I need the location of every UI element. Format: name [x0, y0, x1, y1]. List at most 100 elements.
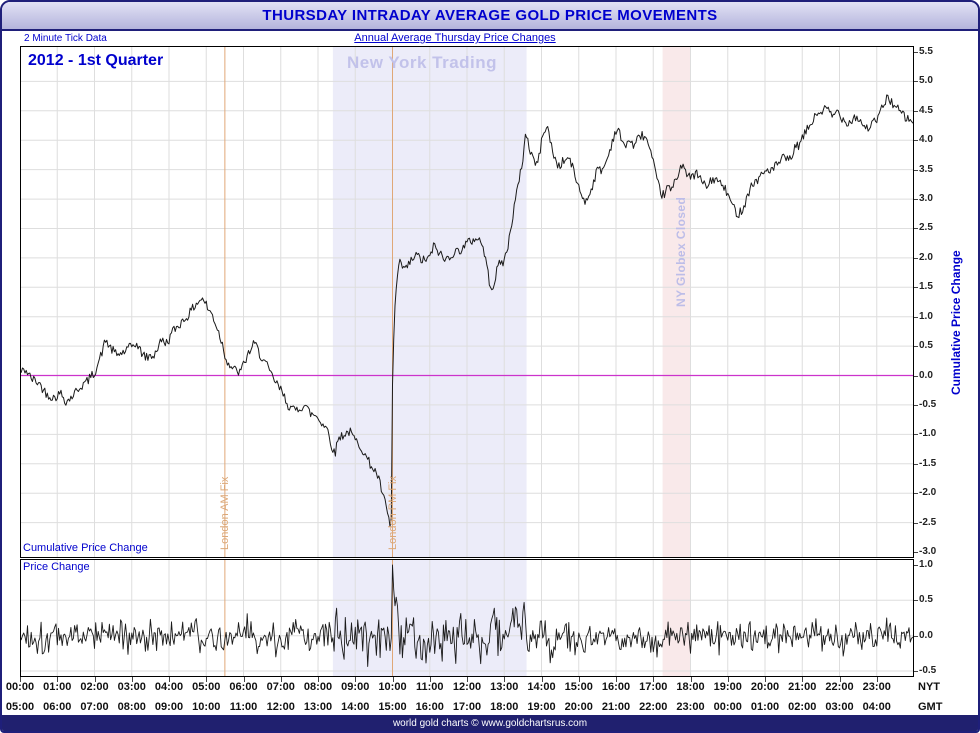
x-tick-label-nyt: 22:00: [825, 681, 854, 693]
price-change-chart: [20, 559, 914, 677]
x-tick-label-nyt: 08:00: [303, 681, 333, 693]
x-tick-label-gmt: 19:00: [527, 701, 556, 713]
x-tick-label-nyt: 23:00: [862, 681, 891, 693]
london-pm-fix-label: London PM Fix: [387, 476, 399, 550]
axis-tick: [20, 677, 21, 682]
axis-tick: [690, 677, 692, 682]
subtitle-link[interactable]: Annual Average Thursday Price Changes: [354, 32, 556, 44]
axis-tick: [914, 110, 918, 112]
y-tick-label: 1.0: [919, 559, 933, 570]
x-tick-label-gmt: 05:00: [5, 701, 35, 713]
axis-tick: [914, 565, 918, 566]
y-tick-label: 4.0: [919, 134, 933, 146]
y-tick-label: 0.5: [919, 340, 933, 352]
globex-closed-label: NY Globex Closed: [674, 196, 688, 307]
title-bar: THURSDAY INTRADAY AVERAGE GOLD PRICE MOV…: [2, 2, 978, 31]
price-change-panel-label: Price Change: [23, 561, 90, 573]
x-tick-label-nyt: 09:00: [341, 681, 370, 693]
axis-tick: [578, 677, 580, 682]
axis-tick: [839, 677, 841, 682]
axis-tick: [914, 600, 918, 602]
x-tick-label-gmt: 17:00: [452, 701, 482, 713]
x-tick-label-nyt: 18:00: [676, 681, 705, 693]
axis-tick: [914, 552, 918, 553]
axis-tick: [206, 677, 208, 682]
y-tick-label: 2.0: [919, 251, 933, 263]
london-am-fix-label: London AM Fix: [219, 476, 231, 550]
x-tick-label-nyt: 04:00: [154, 681, 184, 693]
y-tick-label: -0.5: [919, 665, 937, 676]
axis-tick: [914, 522, 918, 524]
axis-tick: [914, 257, 918, 259]
footer-text: world gold charts © www.goldchartsrus.co…: [392, 717, 588, 729]
x-tick-label-gmt: 22:00: [639, 701, 668, 713]
x-tick-label-nyt: 16:00: [601, 681, 631, 693]
y-tick-label: 0.0: [919, 369, 933, 381]
axis-tick: [243, 677, 245, 682]
axis-tick: [914, 404, 918, 406]
cumulative-price-chart: [20, 46, 914, 558]
x-tick-label-nyt: 01:00: [43, 681, 72, 693]
x-tick-label-gmt: 15:00: [378, 701, 407, 713]
axis-tick: [802, 677, 804, 682]
footer-bar: world gold charts © www.goldchartsrus.co…: [2, 715, 978, 731]
y-tick-label: 3.5: [919, 163, 933, 175]
y-tick-label: -2.0: [919, 487, 937, 499]
axis-tick: [727, 677, 729, 682]
axis-tick: [914, 493, 918, 495]
x-tick-label-nyt: 11:00: [415, 681, 444, 693]
axis-tick: [504, 677, 506, 682]
axis-tick: [429, 677, 431, 682]
axis-tick: [914, 671, 918, 672]
x-tick-label-gmt: 13:00: [303, 701, 333, 713]
x-tick-label-nyt: 02:00: [80, 681, 109, 693]
tick-data-note: 2 Minute Tick Data: [24, 33, 107, 44]
x-tick-label-gmt: 02:00: [788, 701, 817, 713]
series-period-label: 2012 - 1st Quarter: [28, 52, 164, 69]
chart-title: THURSDAY INTRADAY AVERAGE GOLD PRICE MOV…: [262, 7, 718, 24]
axis-tick: [914, 346, 918, 348]
y-tick-label: 3.0: [919, 193, 933, 205]
x-tick-label-nyt: 10:00: [378, 681, 407, 693]
x-tick-label-nyt: 00:00: [5, 681, 35, 693]
x-tick-label-gmt: 09:00: [154, 701, 184, 713]
x-tick-label-nyt: 05:00: [192, 681, 221, 693]
axis-tick: [914, 375, 918, 377]
y-tick-label: 1.5: [919, 281, 933, 293]
x-tick-label-gmt: 00:00: [713, 701, 742, 713]
x-tick-label-nyt: 15:00: [564, 681, 593, 693]
x-tick-label-gmt: 23:00: [676, 701, 705, 713]
axis-tick: [653, 677, 655, 682]
axis-tick: [318, 677, 319, 682]
axis-tick: [467, 677, 468, 682]
y-tick-label: -1.5: [919, 457, 937, 469]
axis-tick: [616, 677, 617, 682]
x-tick-label-gmt: 06:00: [43, 701, 72, 713]
axis-tick: [541, 677, 543, 682]
x-tick-label-nyt: 14:00: [527, 681, 556, 693]
x-tick-label-gmt: 20:00: [564, 701, 593, 713]
axis-tick: [914, 287, 918, 289]
axis-tick: [355, 677, 357, 682]
x-tick-label-gmt: 16:00: [415, 701, 444, 713]
x-tick-label-gmt: 04:00: [862, 701, 891, 713]
axis-tick: [765, 677, 766, 682]
axis-tick: [914, 228, 918, 230]
axis-tick: [914, 463, 918, 465]
axis-tick: [57, 677, 59, 682]
y-tick-label: -1.0: [919, 428, 937, 440]
x-tick-label-gmt: 03:00: [825, 701, 854, 713]
y-tick-label: -2.5: [919, 516, 937, 528]
x-tick-label-nyt: 21:00: [788, 681, 817, 693]
axis-tick: [280, 677, 282, 682]
y-tick-label: -3.0: [919, 546, 937, 557]
ny-trading-band-label: New York Trading: [347, 53, 498, 72]
x-tick-label-nyt: 07:00: [266, 681, 295, 693]
x-tick-label-nyt: 19:00: [713, 681, 742, 693]
y-tick-label: 1.0: [919, 310, 933, 322]
axis-tick: [169, 677, 170, 682]
axis-tick: [914, 434, 918, 436]
x-tick-label-gmt: 10:00: [192, 701, 221, 713]
x-tick-label-gmt: 08:00: [117, 701, 146, 713]
axis-tick: [131, 677, 133, 682]
